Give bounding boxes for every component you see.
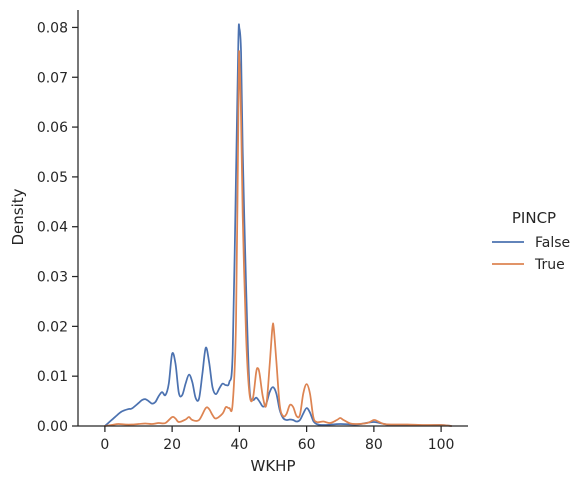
y-tick-label: 0.02 (37, 319, 68, 335)
y-tick-label: 0.01 (37, 369, 68, 385)
x-tick-label: 80 (365, 437, 383, 453)
y-tick-label: 0.04 (37, 220, 68, 236)
x-tick-label: 20 (163, 437, 181, 453)
series-line-false (105, 24, 451, 426)
legend-label-true: True (534, 257, 565, 273)
x-axis-label: WKHP (251, 457, 296, 475)
y-tick-label: 0.06 (37, 120, 68, 136)
y-tick-label: 0.05 (37, 170, 68, 186)
y-tick-label: 0.03 (37, 270, 68, 286)
series-layer (105, 24, 451, 426)
y-tick-label: 0.08 (37, 20, 68, 36)
x-tick-label: 0 (100, 437, 109, 453)
series-line-true (105, 51, 451, 426)
legend-label-false: False (535, 235, 570, 251)
legend-title: PINCP (512, 209, 556, 227)
x-tick-label: 100 (428, 437, 455, 453)
y-axis-label: Density (9, 188, 27, 245)
legend: PINCP False True (492, 209, 570, 273)
x-tick-label: 60 (298, 437, 316, 453)
y-tick-label: 0.07 (37, 70, 68, 86)
y-tick-label: 0.00 (37, 419, 68, 435)
x-tick-label: 40 (230, 437, 248, 453)
